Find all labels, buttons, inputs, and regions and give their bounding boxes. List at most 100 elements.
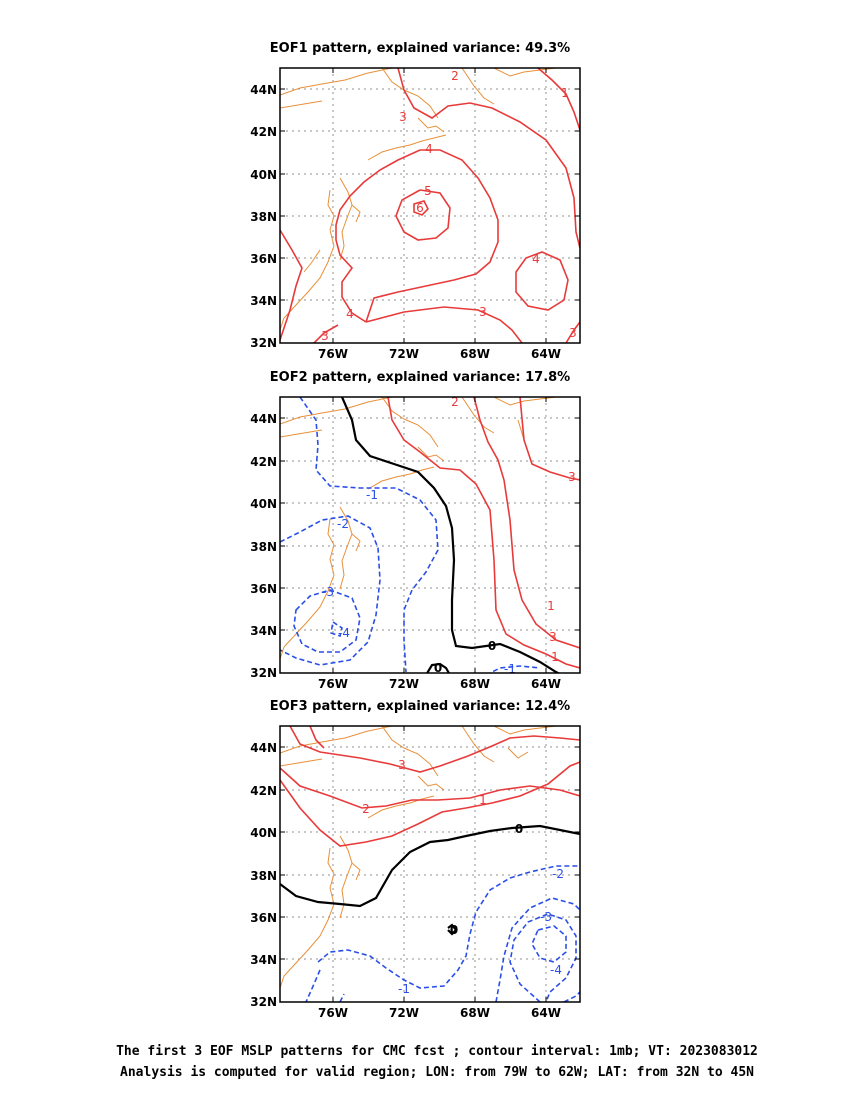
panel-title: EOF2 pattern, explained variance: 17.8% <box>270 370 570 385</box>
positive-contours <box>280 726 580 847</box>
y-tick-label: 34N <box>250 294 277 308</box>
y-tick-label: 34N <box>250 624 277 638</box>
y-tick-label: 42N <box>250 455 277 469</box>
svg-text:0: 0 <box>450 923 458 937</box>
plot-frame <box>279 396 581 674</box>
y-tick-label: 32N <box>250 666 277 680</box>
svg-text:3: 3 <box>398 758 406 772</box>
x-tick-label: 68W <box>460 347 490 361</box>
x-tick-label: 64W <box>531 347 561 361</box>
svg-text:4: 4 <box>425 142 433 156</box>
svg-text:0: 0 <box>515 822 523 836</box>
panel-eof3: EOF3 pattern, explained variance: 12.4% <box>250 699 581 1020</box>
y-tick-labels: 32N 34N 36N 38N 40N 42N 44N <box>250 83 277 350</box>
svg-text:-4: -4 <box>550 963 562 977</box>
grid-lines <box>280 68 580 343</box>
zero-contours <box>340 397 561 673</box>
svg-text:4: 4 <box>532 252 540 266</box>
positive-contours <box>280 68 580 343</box>
axis-ticks <box>280 726 580 1002</box>
y-tick-label: 38N <box>250 210 277 224</box>
svg-text:2: 2 <box>451 69 459 83</box>
y-tick-label: 38N <box>250 540 277 554</box>
y-tick-label: 44N <box>250 741 277 755</box>
svg-text:1: 1 <box>479 793 487 807</box>
panel-title: EOF3 pattern, explained variance: 12.4% <box>270 699 570 714</box>
coastline <box>280 68 557 331</box>
x-tick-label: 76W <box>318 677 348 691</box>
x-tick-labels: 76W 72W 68W 64W <box>318 1006 561 1020</box>
svg-text:-3: -3 <box>540 910 552 924</box>
svg-text:-1: -1 <box>504 662 516 676</box>
figure-caption: The first 3 EOF MSLP patterns for CMC fc… <box>116 1044 758 1080</box>
svg-text:3: 3 <box>321 329 329 343</box>
svg-text:-2: -2 <box>337 517 349 531</box>
contour-label: 4 <box>346 307 354 321</box>
svg-text:0: 0 <box>488 639 496 653</box>
svg-text:-2: -2 <box>552 867 564 881</box>
svg-text:-1: -1 <box>398 982 410 996</box>
y-tick-label: 42N <box>250 784 277 798</box>
y-tick-label: 40N <box>250 497 277 511</box>
plot-frame <box>279 725 581 1003</box>
caption-line-2: Analysis is computed for valid region; L… <box>120 1065 754 1080</box>
svg-text:1: 1 <box>547 599 555 613</box>
svg-text:-4: -4 <box>338 626 350 640</box>
svg-text:3: 3 <box>399 110 407 124</box>
contour-labels: -1 -2 -3 -4 0 0 -1 2 3 3 1 1 <box>322 395 576 676</box>
svg-text:6: 6 <box>416 201 424 215</box>
negative-contours <box>305 865 580 1002</box>
y-tick-label: 42N <box>250 125 277 139</box>
y-tick-labels: 32N 34N 36N 38N 40N 42N 44N <box>250 412 277 680</box>
panel-title: EOF1 pattern, explained variance: 49.3% <box>270 41 570 56</box>
x-tick-label: 64W <box>531 677 561 691</box>
plot-frame <box>279 67 581 344</box>
zero-contours <box>280 824 580 936</box>
svg-text:1: 1 <box>551 650 559 664</box>
y-tick-label: 40N <box>250 826 277 840</box>
svg-text:3: 3 <box>569 326 577 340</box>
x-tick-label: 76W <box>318 1006 348 1020</box>
positive-contours <box>387 397 580 669</box>
svg-text:2: 2 <box>362 802 370 816</box>
y-tick-label: 32N <box>250 336 277 350</box>
grid-lines <box>280 397 580 673</box>
y-tick-labels: 32N 34N 36N 38N 40N 42N 44N <box>250 741 277 1009</box>
x-tick-label: 68W <box>460 677 490 691</box>
contour-labels: 2 3 4 5 6 4 3 3 3 1 <box>321 69 577 343</box>
caption-line-1: The first 3 EOF MSLP patterns for CMC fc… <box>116 1044 758 1059</box>
svg-text:-3: -3 <box>322 585 334 599</box>
svg-text:3: 3 <box>549 630 557 644</box>
y-tick-label: 32N <box>250 995 277 1009</box>
panel-eof1: EOF1 pattern, explained variance: 49.3% <box>250 41 581 361</box>
axis-ticks <box>280 68 580 343</box>
svg-text:3: 3 <box>568 470 576 484</box>
x-tick-labels: 76W 72W 68W 64W <box>318 677 561 691</box>
svg-text:-1: -1 <box>366 488 378 502</box>
svg-text:3: 3 <box>479 305 487 319</box>
y-tick-label: 36N <box>250 582 277 596</box>
y-tick-label: 44N <box>250 412 277 426</box>
grid-lines <box>280 726 580 1002</box>
x-tick-label: 72W <box>389 677 419 691</box>
x-tick-labels: 76W 72W 68W 64W <box>318 347 561 361</box>
axis-ticks <box>280 397 580 673</box>
y-tick-label: 34N <box>250 953 277 967</box>
negative-contours <box>280 397 541 673</box>
svg-text:1: 1 <box>561 86 569 100</box>
x-tick-label: 72W <box>389 1006 419 1020</box>
x-tick-label: 68W <box>460 1006 490 1020</box>
y-tick-label: 44N <box>250 83 277 97</box>
panel-eof2: EOF2 pattern, explained variance: 17.8% <box>250 370 581 691</box>
x-tick-label: 76W <box>318 347 348 361</box>
x-tick-label: 64W <box>531 1006 561 1020</box>
svg-text:2: 2 <box>451 395 459 409</box>
y-tick-label: 40N <box>250 168 277 182</box>
contour-labels: 3 2 1 0 0 -1 -2 -3 -4 <box>362 758 564 996</box>
x-tick-label: 72W <box>389 347 419 361</box>
y-tick-label: 36N <box>250 252 277 266</box>
y-tick-label: 38N <box>250 869 277 883</box>
coastline <box>280 397 557 660</box>
y-tick-label: 36N <box>250 911 277 925</box>
